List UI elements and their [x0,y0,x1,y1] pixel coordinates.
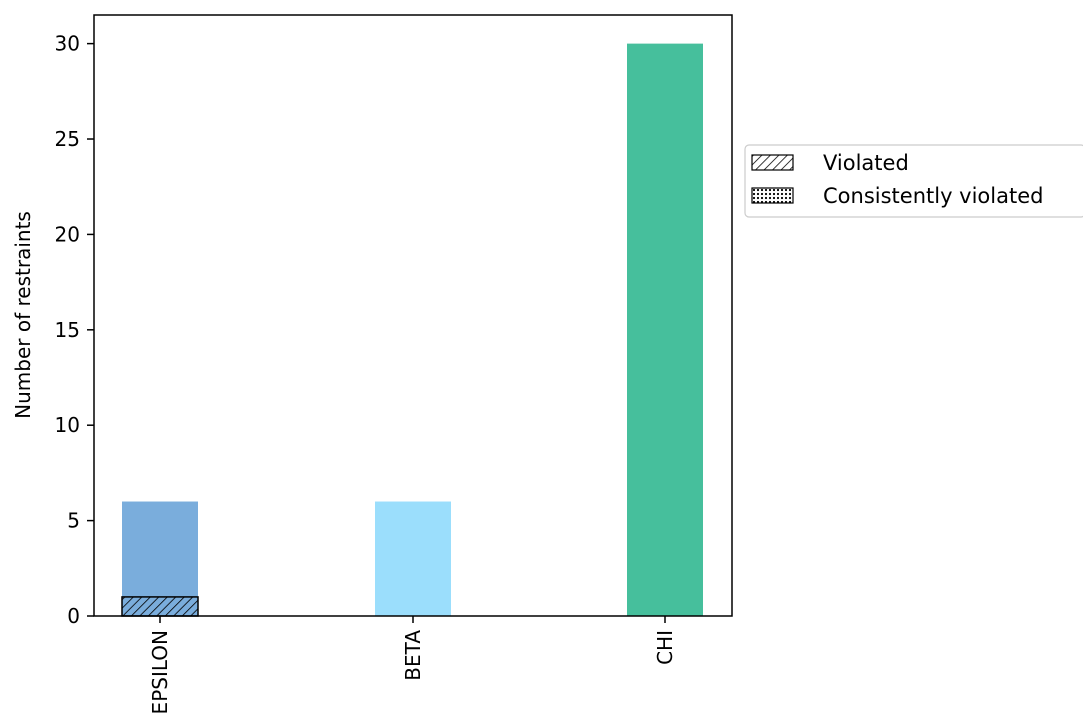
y-tick-label-0: 0 [67,604,80,628]
legend-frame [744,144,1083,218]
y-tick-label-15: 15 [55,318,80,342]
y-tick-label-25: 25 [55,127,80,151]
y-axis-label: Number of restraints [11,211,35,419]
y-axis: 0 5 10 15 20 25 30 [55,32,94,628]
x-tick-label-beta: BETA [401,630,425,681]
x-tick-label-chi: CHI [653,630,677,665]
overlay-violated-epsilon [121,596,199,617]
legend-label-violated: Violated [823,151,909,175]
x-axis: EPSILON BETA CHI [148,616,677,714]
legend: Violated Consistently violated [744,144,1083,218]
bar-beta [375,501,451,616]
y-tick-label-5: 5 [67,509,80,533]
legend-swatch-violated [751,154,794,171]
legend-label-consistently-violated: Consistently violated [823,184,1043,208]
legend-swatch-consistently-violated [751,187,794,204]
x-tick-label-epsilon: EPSILON [148,630,172,714]
bars-group [122,43,703,617]
overlays-group [121,596,199,617]
y-tick-label-30: 30 [55,32,80,56]
y-tick-label-10: 10 [55,413,80,437]
bar-chi [627,43,703,617]
y-tick-label-20: 20 [55,222,80,246]
